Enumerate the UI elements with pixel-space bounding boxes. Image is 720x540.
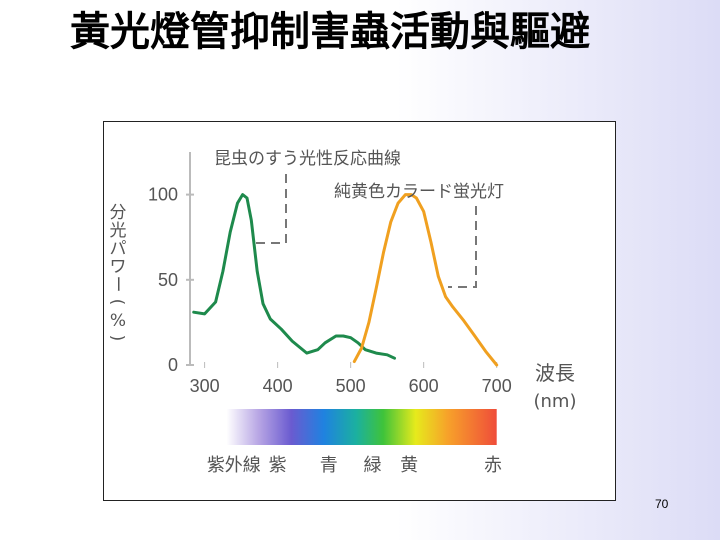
spectrum-label: 青 <box>320 455 338 476</box>
spectrum-label: 緑 <box>364 455 382 476</box>
spectrum-labels: 紫外線紫 青 緑黄 赤 <box>207 455 502 476</box>
y-tick-label: 100 <box>148 185 178 205</box>
spectrum-label: 赤 <box>484 455 502 476</box>
y-axis-label-char: 光 <box>110 221 127 241</box>
x-tick-label: 600 <box>409 376 439 396</box>
series-line-1 <box>192 193 396 360</box>
x-tick-label: 400 <box>263 376 293 396</box>
y-axis-label-char: ( <box>107 299 127 306</box>
leader-line-2 <box>448 206 477 288</box>
series-label-1: 昆虫のすう光性反応曲線 <box>214 149 401 169</box>
series-layer <box>192 193 499 367</box>
y-tick-label: 0 <box>168 355 178 375</box>
visible-spectrum-bar <box>226 409 497 445</box>
y-axis-label-char: パ <box>110 239 127 259</box>
x-axis-unit: (nm) <box>534 391 577 412</box>
x-tick-label: 500 <box>336 376 366 396</box>
y-axis-label-char: 分 <box>110 203 127 223</box>
x-tick-label: 300 <box>190 376 220 396</box>
x-tick-label: 700 <box>482 376 512 396</box>
axes <box>186 152 498 368</box>
leader-line-1 <box>256 174 287 244</box>
legend-leader-lines <box>256 174 477 288</box>
page-number: 70 <box>655 497 669 511</box>
y-axis-label-char: ) <box>107 335 127 342</box>
spectrum-label: 紫 <box>269 455 287 476</box>
y-axis-label-char: ワ <box>110 257 127 277</box>
spectrum-label: 黄 <box>400 455 418 476</box>
y-axis-label-char: % <box>110 311 126 331</box>
y-axis-label-char: ー <box>107 276 127 293</box>
series-label-2: 純黄色カラード蛍光灯 <box>334 182 504 202</box>
slide-title: 黃光燈管抑制害蟲活動與驅避 <box>70 9 590 55</box>
series-line-2 <box>352 193 499 367</box>
x-axis-label: 波長 <box>535 361 575 385</box>
chart-figure: 0 50 100 300 400 500 600 700 分光パワー (%) 波長 (nm) 昆虫のすう… <box>103 121 616 501</box>
y-tick-label: 50 <box>158 270 178 290</box>
spectrum-label: 紫外線 <box>207 455 261 476</box>
